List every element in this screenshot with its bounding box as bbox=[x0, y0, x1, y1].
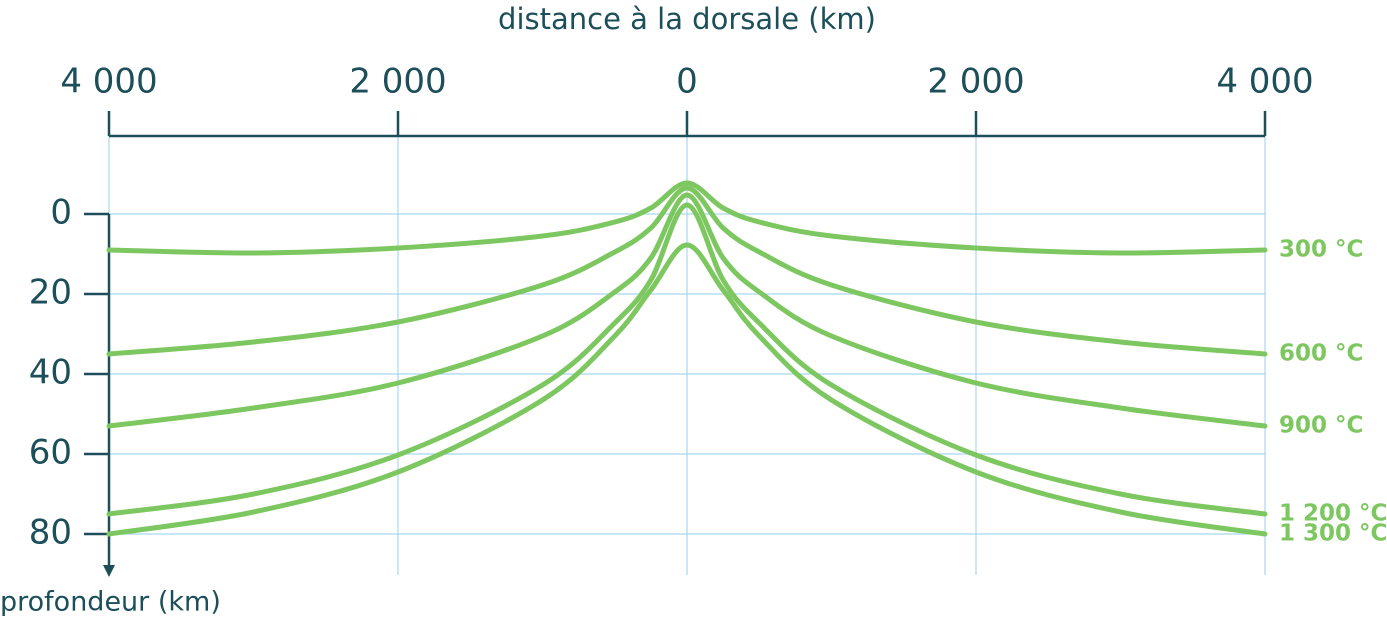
x-tick-label: 2 000 bbox=[927, 62, 1024, 102]
isotherm-line bbox=[106, 192, 1268, 429]
y-tick-label: 0 bbox=[50, 193, 72, 233]
x-tick-label: 2 000 bbox=[349, 62, 446, 102]
y-tick-label: 80 bbox=[29, 513, 72, 553]
series-label: 1 200 °C bbox=[1279, 501, 1387, 527]
isotherm-line bbox=[106, 242, 1268, 537]
y-tick-label: 40 bbox=[29, 353, 72, 393]
chart-title: distance à la dorsale (km) bbox=[498, 2, 876, 36]
y-tick-label: 60 bbox=[29, 433, 72, 473]
isotherm-line bbox=[106, 180, 1268, 256]
isotherm-line bbox=[106, 202, 1268, 517]
series-label: 900 °C bbox=[1279, 413, 1363, 439]
x-tick-label: 4 000 bbox=[60, 62, 157, 102]
y-axis-label: profondeur (km) bbox=[0, 587, 221, 618]
y-axis-arrow bbox=[103, 565, 115, 577]
x-tick-label: 0 bbox=[676, 62, 698, 102]
series-label: 300 °C bbox=[1279, 237, 1363, 263]
series-label: 600 °C bbox=[1279, 341, 1363, 367]
series-label: 1 300 °C bbox=[1279, 521, 1387, 547]
isotherm-line bbox=[106, 185, 1268, 357]
x-tick-label: 4 000 bbox=[1216, 62, 1313, 102]
y-tick-label: 20 bbox=[29, 273, 72, 313]
